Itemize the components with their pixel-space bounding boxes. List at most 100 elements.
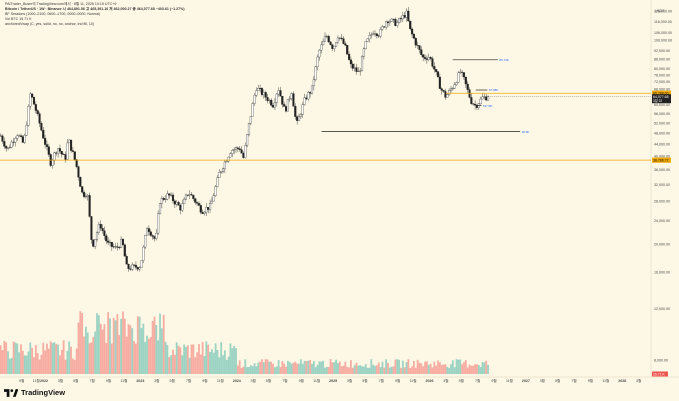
x-tick-label: 3월 bbox=[154, 378, 159, 383]
volume-bar bbox=[5, 342, 8, 374]
volume-bar bbox=[125, 336, 128, 374]
volume-label: 15.71 K bbox=[653, 372, 665, 376]
x-tick-label: 2023 bbox=[136, 379, 144, 383]
volume-bar bbox=[220, 342, 223, 374]
candle-body bbox=[145, 228, 149, 236]
candle-body bbox=[209, 203, 212, 210]
volume-bar bbox=[307, 360, 310, 374]
volume-bar bbox=[227, 356, 230, 374]
y-tick-label: 106,000.00 bbox=[654, 31, 672, 35]
candle-body bbox=[451, 88, 454, 90]
candle-body bbox=[307, 92, 310, 100]
volume-bar bbox=[333, 362, 336, 374]
candle-body bbox=[210, 200, 213, 204]
candle-body bbox=[153, 236, 156, 239]
candle-body bbox=[316, 56, 319, 67]
candle-body bbox=[38, 113, 41, 124]
candle-body bbox=[231, 150, 234, 154]
candle-body bbox=[483, 96, 486, 98]
x-tick-label: 9월 bbox=[491, 378, 496, 383]
volume-bar bbox=[292, 362, 295, 374]
volume-bar bbox=[392, 366, 395, 374]
candle-body bbox=[485, 96, 488, 101]
header-line-1: Bitcoin / TetherUS · 1W · Binance 시 464,… bbox=[5, 7, 185, 11]
level-tag: 48.6K bbox=[522, 130, 530, 134]
candle-body bbox=[277, 90, 280, 95]
x-tick-label: 11월 bbox=[120, 378, 127, 383]
volume-bar bbox=[114, 320, 117, 374]
candle-body bbox=[99, 224, 102, 229]
volume-bar bbox=[164, 341, 167, 374]
candle-body bbox=[247, 123, 251, 135]
volume-bar bbox=[90, 342, 93, 374]
y-tick-label: 16,000.00 bbox=[654, 271, 670, 275]
level-tag: 85.74K bbox=[499, 58, 509, 62]
candle-body bbox=[459, 71, 462, 73]
volume-bar bbox=[88, 343, 91, 374]
volume-bar bbox=[262, 362, 265, 374]
volume-bar bbox=[140, 328, 143, 374]
candle-body bbox=[288, 98, 291, 100]
volume-bar bbox=[316, 364, 319, 374]
candle-body bbox=[401, 15, 404, 20]
volume-bar bbox=[246, 367, 249, 374]
candle-body bbox=[0, 135, 2, 137]
volume-bar bbox=[450, 364, 452, 374]
volume-bar bbox=[457, 359, 460, 374]
volume-bar bbox=[236, 365, 239, 374]
volume-bar bbox=[233, 345, 236, 374]
candle-body bbox=[221, 168, 225, 172]
volume-bar bbox=[466, 367, 469, 374]
volume-bar bbox=[235, 348, 237, 374]
x-tick-label: 3월 bbox=[540, 378, 545, 383]
candle-body bbox=[386, 21, 390, 24]
x-tick-label: 11월 bbox=[313, 378, 320, 383]
candle-body bbox=[327, 36, 330, 43]
volume-bar bbox=[183, 344, 186, 374]
volume-bar bbox=[481, 362, 484, 374]
y-tick-label: 44,000.00 bbox=[654, 142, 670, 146]
volume-bar bbox=[248, 366, 250, 374]
volume-bar bbox=[437, 360, 439, 374]
candle-body bbox=[335, 42, 338, 47]
candle-body bbox=[177, 202, 180, 206]
volume-bar bbox=[55, 343, 58, 374]
x-tick-label: 2022 bbox=[40, 379, 48, 383]
volume-bar bbox=[375, 365, 378, 374]
volume-bar bbox=[223, 350, 226, 374]
volume-bar bbox=[463, 362, 465, 374]
candle-body bbox=[244, 145, 247, 158]
volume-bar bbox=[81, 313, 84, 374]
volume-bar bbox=[453, 367, 456, 374]
candle-body bbox=[42, 130, 45, 139]
volume-bar bbox=[362, 366, 365, 374]
y-tick-label: 40,000.00 bbox=[654, 155, 670, 159]
candle-body bbox=[448, 90, 451, 95]
candle-body bbox=[461, 71, 464, 73]
y-tick-label: 100,000.00 bbox=[654, 39, 672, 43]
level-tag: 67.68K bbox=[489, 88, 499, 92]
candle-body bbox=[220, 171, 223, 173]
candle-body bbox=[127, 264, 130, 269]
tradingview-brand[interactable]: TradingView bbox=[4, 387, 65, 398]
candle-body bbox=[186, 194, 189, 196]
candle-body bbox=[294, 106, 297, 117]
candle-body bbox=[129, 268, 132, 270]
volume-bar bbox=[105, 342, 108, 374]
volume-bar bbox=[287, 360, 289, 374]
candle-body bbox=[184, 194, 188, 200]
candle-body bbox=[442, 90, 445, 92]
volume-bar bbox=[299, 359, 302, 374]
volume-bar bbox=[110, 343, 113, 374]
x-tick-label: 3월 bbox=[347, 378, 352, 383]
volume-bar bbox=[331, 362, 334, 374]
candle-body bbox=[398, 18, 401, 23]
volume-bar bbox=[444, 364, 447, 374]
candle-body bbox=[8, 147, 11, 149]
candle-body bbox=[336, 37, 339, 43]
candle-body bbox=[320, 44, 323, 51]
volume-bar bbox=[253, 363, 256, 374]
y-tick-label: 8,000.00 bbox=[654, 358, 668, 362]
